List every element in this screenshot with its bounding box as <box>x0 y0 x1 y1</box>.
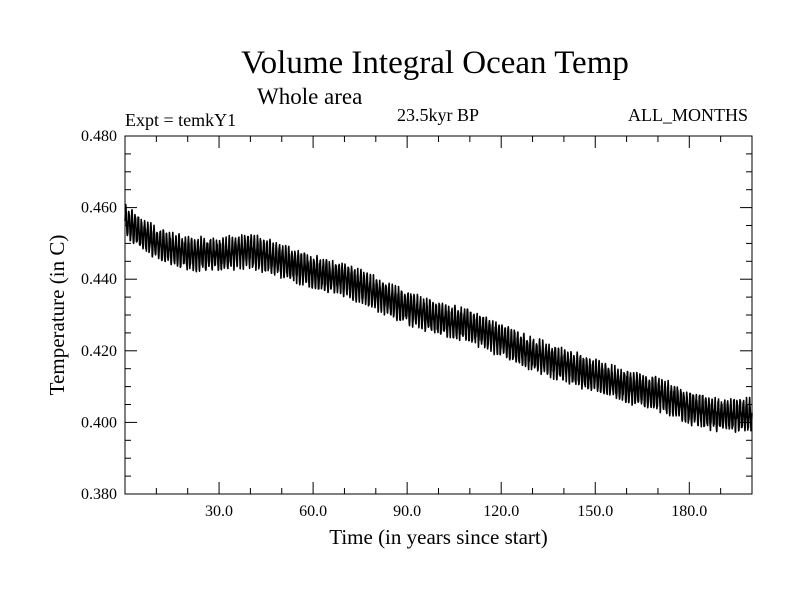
period-label: 23.5kyr BP <box>397 105 480 125</box>
y-tick-label: 0.420 <box>81 343 117 360</box>
x-tick-label: 180.0 <box>671 503 707 520</box>
y-tick-label: 0.480 <box>81 128 117 145</box>
chart-title: Volume Integral Ocean Temp <box>241 45 629 81</box>
x-tick-label: 150.0 <box>577 503 613 520</box>
y-tick-label: 0.400 <box>81 414 117 431</box>
y-tick-label: 0.380 <box>81 486 117 503</box>
experiment-label: Expt = temkY1 <box>125 110 237 130</box>
chart-subtitle: Whole area <box>257 84 363 109</box>
series-layer <box>124 203 753 433</box>
x-tick-label: 60.0 <box>299 503 327 520</box>
x-tick-label: 30.0 <box>205 503 233 520</box>
x-axis-title: Time (in years since start) <box>329 525 548 549</box>
series-line-ocean-temp <box>124 203 753 433</box>
x-tick-label: 120.0 <box>483 503 519 520</box>
y-tick-label: 0.460 <box>81 200 117 217</box>
x-tick-label: 90.0 <box>393 503 421 520</box>
y-tick-label: 0.440 <box>81 271 117 288</box>
y-axis-title: Temperature (in C) <box>45 235 69 396</box>
ticks-layer: 30.0 60.0 90.0 120.0 150.0 180.0 0.380 0.400 0.4… <box>81 128 752 520</box>
months-label: ALL_MONTHS <box>628 105 748 125</box>
plot-frame <box>124 135 753 495</box>
